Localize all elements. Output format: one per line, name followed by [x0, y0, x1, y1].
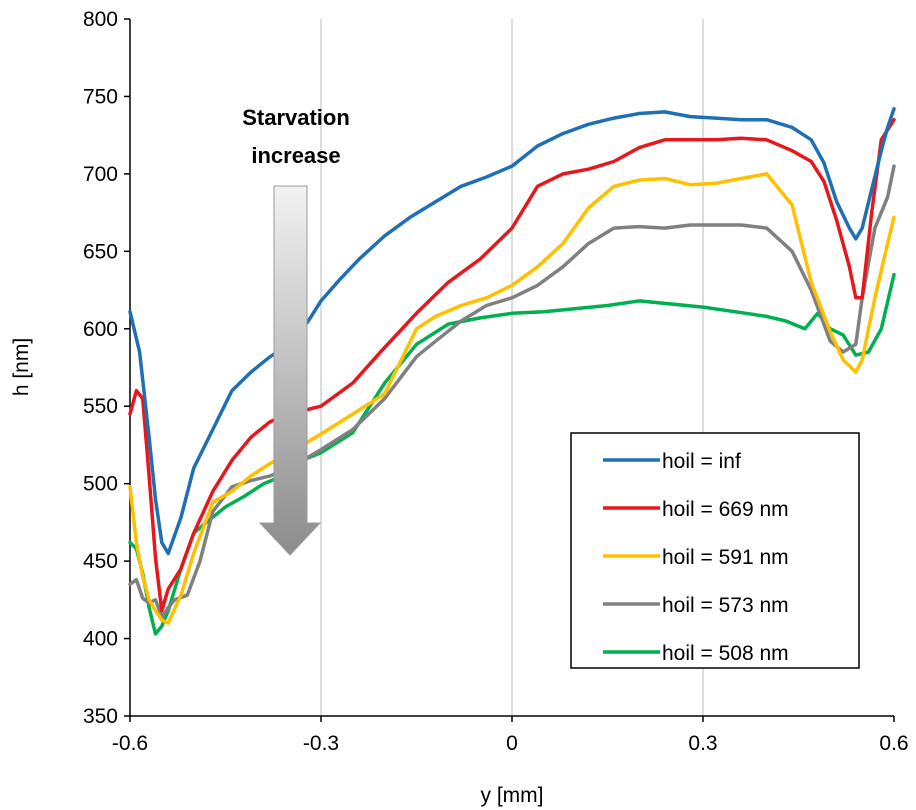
- annotation-line-1: Starvation: [242, 105, 350, 130]
- down-arrow-icon: [258, 185, 322, 556]
- y-tick-label: 450: [83, 550, 118, 573]
- series-line-hoil-669-nm: [128, 117, 896, 613]
- y-tick-label: 550: [83, 395, 118, 418]
- series-line-hoil-508-nm: [128, 272, 896, 636]
- legend-label: hoil = 669 nm: [662, 498, 789, 521]
- y-tick-label: 650: [83, 240, 118, 263]
- x-tick-label: -0.3: [303, 732, 339, 755]
- y-tick-label: 800: [83, 8, 118, 31]
- x-tick-label: 0.3: [688, 732, 717, 755]
- y-tick-label: 400: [83, 628, 118, 651]
- series-line-hoil-591-nm: [128, 172, 896, 625]
- x-tick-label: -0.6: [112, 732, 148, 755]
- y-tick-label: 350: [83, 705, 118, 728]
- x-tick-labels: -0.6 -0.3 0 0.3 0.6: [112, 732, 909, 755]
- starvation-annotation: Starvation increase: [242, 105, 350, 556]
- legend-label: hoil = 573 nm: [662, 594, 789, 617]
- series-line-hoil-573-nm: [128, 164, 896, 619]
- x-axis-title: y [mm]: [481, 784, 544, 807]
- series-layer: [128, 107, 896, 636]
- y-tick-label: 500: [83, 473, 118, 496]
- legend-label: hoil = inf: [662, 450, 741, 473]
- y-tick-label: 600: [83, 318, 118, 341]
- legend-label: hoil = 508 nm: [662, 642, 789, 665]
- legend: hoil = inf hoil = 669 nm hoil = 591 nm hoil…: [570, 432, 860, 669]
- legend-items: hoil = inf hoil = 669 nm hoil = 591 nm hoil…: [603, 450, 789, 665]
- axes: [124, 18, 895, 722]
- x-tick-label: 0.6: [879, 732, 908, 755]
- series-line-hoil-inf: [128, 107, 896, 556]
- legend-label: hoil = 591 nm: [662, 546, 789, 569]
- legend-box: [570, 432, 860, 669]
- annotation-line-2: increase: [251, 143, 340, 168]
- y-tick-labels: 350 400 450 500 550 600 650 700 750 800: [83, 8, 118, 728]
- y-tick-label: 700: [83, 163, 118, 186]
- y-axis-title: h [nm]: [10, 338, 33, 396]
- y-tick-label: 750: [83, 85, 118, 108]
- x-tick-label: 0: [506, 732, 518, 755]
